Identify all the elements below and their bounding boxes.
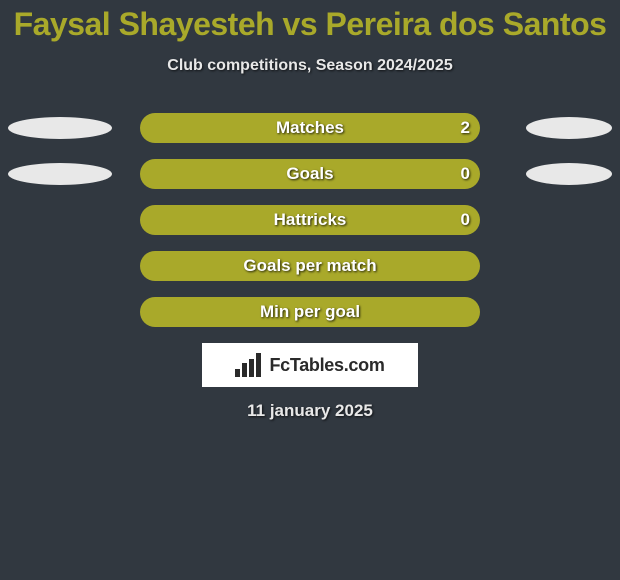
branding-text: FcTables.com (269, 355, 384, 376)
logo-chart-icon (235, 353, 263, 377)
stat-right-value: 0 (461, 205, 470, 235)
branding-box: FcTables.com (202, 343, 418, 387)
player-right-ellipse (526, 163, 612, 185)
stat-label: Goals per match (140, 251, 480, 281)
comparison-card: Faysal Shayesteh vs Pereira dos Santos C… (0, 0, 620, 580)
stat-row: Hattricks0 (0, 205, 620, 235)
player-left-ellipse (8, 117, 112, 139)
stat-right-value: 0 (461, 159, 470, 189)
stat-row: Goals per match (0, 251, 620, 281)
branding-inner: FcTables.com (235, 353, 384, 377)
stat-label: Min per goal (140, 297, 480, 327)
stat-label: Hattricks (140, 205, 480, 235)
page-subtitle: Club competitions, Season 2024/2025 (0, 57, 620, 75)
page-title: Faysal Shayesteh vs Pereira dos Santos (0, 0, 620, 43)
stat-label: Matches (140, 113, 480, 143)
stat-row: Matches2 (0, 113, 620, 143)
player-right-ellipse (526, 117, 612, 139)
stat-rows: Matches2Goals0Hattricks0Goals per matchM… (0, 113, 620, 327)
stat-row: Goals0 (0, 159, 620, 189)
player-left-ellipse (8, 163, 112, 185)
stat-row: Min per goal (0, 297, 620, 327)
stat-label: Goals (140, 159, 480, 189)
footer-date: 11 january 2025 (0, 401, 620, 421)
stat-right-value: 2 (461, 113, 470, 143)
